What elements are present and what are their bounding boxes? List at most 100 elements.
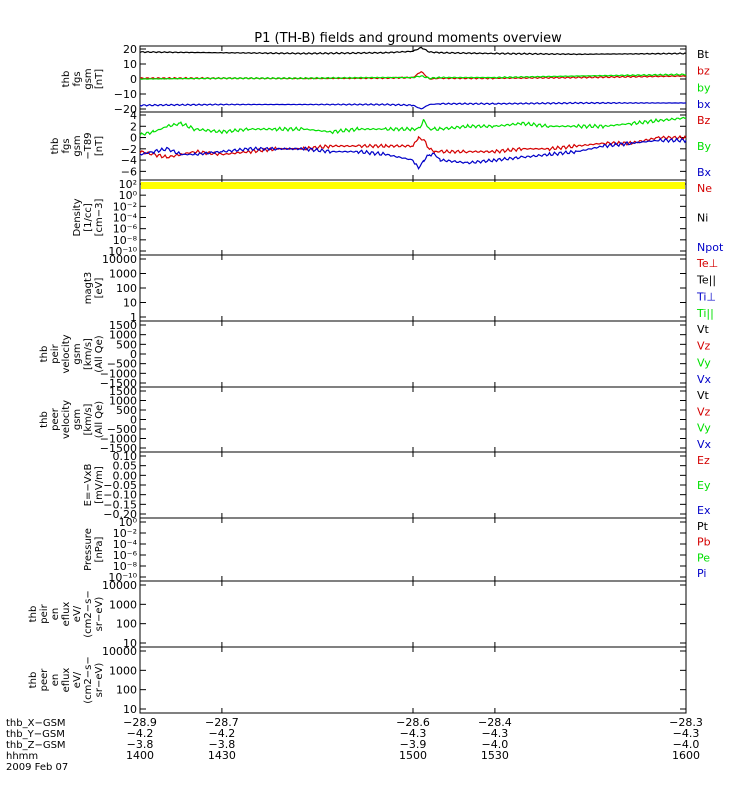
y-axis-label: thb peir en eflux eV/(cm2−s− sr−eV) bbox=[28, 590, 105, 637]
legend-entry: Pe bbox=[697, 551, 710, 564]
y-tick-label: 10² bbox=[119, 178, 137, 191]
legend-entry: Vt bbox=[697, 389, 710, 402]
series-bx bbox=[139, 101, 686, 110]
legend-entry: Vt bbox=[697, 323, 710, 336]
legend-entry: Ti⊥ bbox=[696, 290, 716, 303]
y-tick-label: 100 bbox=[116, 684, 137, 697]
legend-entry: Ez bbox=[697, 454, 710, 467]
footer-t-value: 1400 bbox=[126, 749, 154, 762]
y-axis-label: thb peer en eflux eV/(cm2−s− sr−eV) bbox=[28, 656, 105, 703]
legend-entry: Ex bbox=[697, 504, 711, 517]
y-axis-label-line: thb bbox=[28, 606, 39, 623]
footer-t-value: 1530 bbox=[481, 749, 509, 762]
y-axis-label-line: E=−VxB bbox=[83, 464, 94, 507]
y-axis-label-line: sr−eV) bbox=[94, 597, 105, 632]
y-axis-label-line: [cm−3] bbox=[94, 199, 105, 237]
y-axis-label-line: [km/s] bbox=[83, 403, 94, 435]
legend-entry: Ey bbox=[697, 479, 711, 492]
plot-title: P1 (TH-B) fields and ground moments over… bbox=[254, 31, 562, 46]
y-tick-label: 4 bbox=[130, 109, 137, 122]
y-tick-label: 500 bbox=[116, 404, 137, 417]
y-tick-label: −500 bbox=[107, 423, 137, 436]
y-tick-label: 1000 bbox=[109, 664, 137, 677]
panel-frame bbox=[139, 451, 687, 519]
y-tick-label: −1500 bbox=[100, 377, 137, 390]
series-Bx bbox=[139, 137, 687, 171]
legend-entry: Vz bbox=[697, 405, 711, 418]
panel-efield: 0.100.050.00−0.05−0.10−0.15−0.20E=−VxB [m… bbox=[83, 450, 711, 521]
y-tick-label: 1000 bbox=[109, 598, 137, 611]
footer-t-value: 1500 bbox=[399, 749, 427, 762]
y-tick-label: 1500 bbox=[109, 319, 137, 332]
y-axis-label-line: en bbox=[50, 674, 61, 687]
legend-entry: Bz bbox=[697, 114, 711, 127]
footer-row-label: thb_Z−GSM bbox=[6, 740, 66, 751]
legend-entry: Te⊥ bbox=[696, 257, 718, 270]
y-axis-label-line: [mV/m] bbox=[94, 466, 105, 504]
legend-entry: Ni bbox=[697, 212, 708, 225]
y-tick-label: 1 bbox=[130, 311, 137, 324]
series-by bbox=[139, 73, 687, 80]
legend-entry: Pb bbox=[697, 536, 711, 549]
y-axis-label-line: gsm bbox=[72, 409, 83, 430]
y-tick-label: 10⁰ bbox=[119, 516, 138, 529]
y-tick-label: 10 bbox=[123, 637, 137, 650]
y-tick-label: −0.05 bbox=[103, 479, 137, 492]
series-Bz bbox=[139, 135, 687, 159]
y-axis-label-line: thb bbox=[28, 672, 39, 689]
footer-x-value: −28.7 bbox=[205, 716, 239, 729]
y-tick-label: 0 bbox=[130, 348, 137, 361]
panel-frame bbox=[139, 517, 687, 582]
y-axis-label-line: gsm bbox=[72, 135, 83, 156]
y-axis-label: Pressure [nPa] bbox=[83, 528, 105, 571]
y-axis-label-line: eflux bbox=[61, 668, 72, 693]
y-axis-label-line: [nPa] bbox=[94, 536, 105, 562]
y-axis-label-line: eflux bbox=[61, 602, 72, 627]
y-axis-label-line: Density bbox=[72, 198, 83, 236]
y-tick-label: 10 bbox=[123, 58, 137, 71]
y-axis-label: thb fgs gsm −T89 [nT] bbox=[50, 132, 105, 159]
series-By bbox=[139, 116, 687, 136]
legend-entry: Vy bbox=[697, 356, 711, 369]
panel-peir-en-eflux: 10000 1000 100 10 thb peir en eflux eV/(cm2−s− sr… bbox=[28, 579, 687, 650]
y-tick-label: 10000 bbox=[102, 253, 137, 266]
y-tick-label: 10⁻⁸ bbox=[113, 234, 138, 247]
y-axis-label-line: eV/ bbox=[72, 671, 83, 688]
y-axis-label: magt3 [eV] bbox=[83, 272, 105, 305]
legend-entry: Ne bbox=[697, 182, 712, 195]
panel-fgs-gsm: 20 10 0 −10 −20 thb fgs gsm [nT] Bt bz by bx bbox=[61, 43, 711, 116]
y-tick-label: −4 bbox=[121, 154, 137, 167]
legend-entry: By bbox=[697, 140, 712, 153]
footer-x-value: −28.6 bbox=[396, 716, 430, 729]
footer-z-value: −4.0 bbox=[673, 738, 700, 751]
y-axis-label-line: [km/s] bbox=[83, 338, 94, 370]
footer-y-value: −4.3 bbox=[482, 727, 509, 740]
y-tick-label: 10 bbox=[123, 703, 137, 716]
footer-y-value: −4.3 bbox=[673, 727, 700, 740]
legend-entry: Ti|| bbox=[696, 307, 714, 320]
legend-entry: bz bbox=[697, 65, 710, 78]
y-tick-label: 10⁻⁴ bbox=[113, 538, 138, 551]
footer-z-value: −3.9 bbox=[400, 738, 427, 751]
y-axis-label-line: (cm2−s− bbox=[83, 656, 94, 703]
y-tick-label: −0.20 bbox=[103, 508, 137, 521]
y-tick-label: −1000 bbox=[100, 367, 137, 380]
legend-entry: by bbox=[697, 81, 711, 94]
y-axis-label-line: thb bbox=[50, 138, 61, 155]
y-tick-label: −0.10 bbox=[103, 489, 137, 502]
y-tick-label: 100 bbox=[116, 618, 137, 631]
legend-entry: Pi bbox=[697, 567, 706, 580]
y-axis-label-line: fgs bbox=[72, 71, 83, 86]
legend-entry: Npot bbox=[697, 241, 724, 254]
panel-fgs-gsm-t89: 420−2−4−6 thb fgs gsm −T89 [nT] Bz By Bx bbox=[50, 109, 712, 181]
y-tick-label: 2 bbox=[130, 120, 137, 133]
y-tick-label: 10⁻⁶ bbox=[113, 223, 138, 236]
footer-y-value: −4.3 bbox=[400, 727, 427, 740]
y-tick-label: 1000 bbox=[109, 395, 137, 408]
y-axis-label-line: eV/ bbox=[72, 605, 83, 622]
panel-peer-en-eflux: 10000 1000 100 10 thb peer en eflux eV/(cm2−s− sr… bbox=[28, 645, 687, 716]
